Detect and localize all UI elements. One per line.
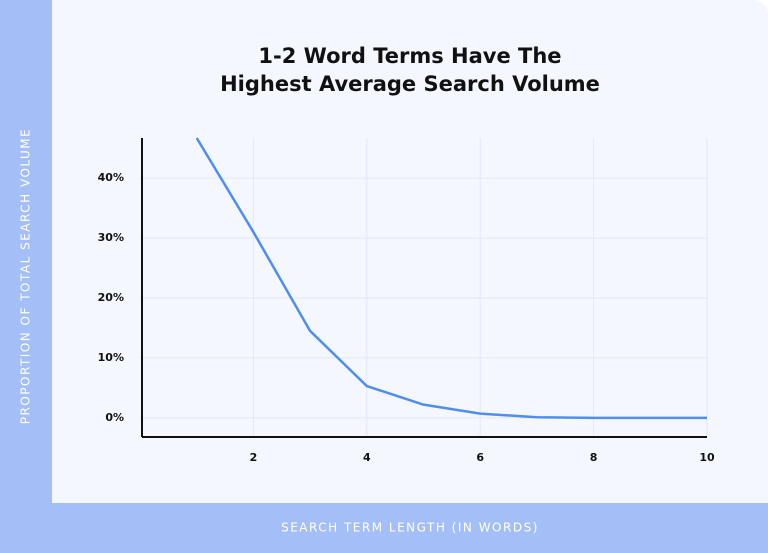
y-label-band <box>0 0 52 553</box>
x-tick-label: 8 <box>590 451 598 464</box>
x-tick-label: 10 <box>699 451 715 464</box>
x-label-band <box>52 503 768 553</box>
data-line <box>195 137 707 420</box>
x-tick-label: 4 <box>363 451 371 464</box>
x-axis-label: SEARCH TERM LENGTH (IN WORDS) <box>281 521 539 535</box>
y-tick-label: 40% <box>98 171 124 184</box>
y-axis-label: PROPORTION OF TOTAL SEARCH VOLUME <box>19 128 33 424</box>
y-tick-label: 0% <box>105 411 124 424</box>
x-tick-label: 2 <box>250 451 258 464</box>
chart-title: 1-2 Word Terms Have The Highest Average … <box>220 44 600 96</box>
x-tick-label: 6 <box>476 451 484 464</box>
y-tick-label: 20% <box>98 291 124 304</box>
y-tick-label: 10% <box>98 351 124 364</box>
y-tick-label: 30% <box>98 231 124 244</box>
